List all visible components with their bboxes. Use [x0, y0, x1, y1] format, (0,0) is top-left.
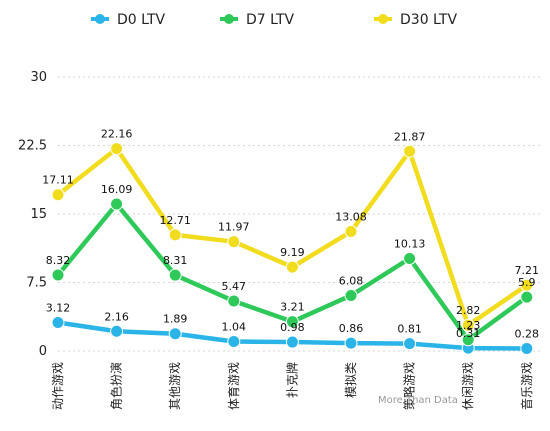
- data-point: [520, 341, 534, 355]
- data-point: [110, 142, 124, 156]
- x-axis-categories: 动作游戏 角色扮演 其他游戏 体育游戏 扑克牌 模拟类 策略游戏 休闲游戏 音乐游戏: [51, 362, 534, 410]
- data-label: 1.04: [222, 321, 247, 334]
- watermark-text: More Than Data: [378, 395, 458, 406]
- data-point: [344, 225, 358, 239]
- data-label: 13.08: [335, 211, 367, 224]
- data-point: [51, 188, 65, 202]
- watermark: More Than Data: [378, 395, 458, 406]
- data-point: [520, 278, 534, 292]
- legend-label: D30 LTV: [400, 12, 457, 28]
- data-label: 12.71: [159, 214, 191, 227]
- y-tick-label: 15: [30, 207, 47, 222]
- data-label: 1.89: [163, 313, 188, 326]
- legend-marker: [224, 14, 234, 24]
- x-category-label: 策略游戏: [402, 362, 417, 410]
- data-point: [168, 327, 182, 341]
- data-point: [344, 288, 358, 302]
- data-point: [285, 315, 299, 329]
- data-label: 0.28: [515, 327, 540, 340]
- data-label: 7.21: [515, 264, 540, 277]
- data-label: 11.97: [218, 221, 250, 234]
- data-label: 2.16: [104, 310, 129, 323]
- data-point: [227, 294, 241, 308]
- y-tick-label: 22.5: [18, 139, 47, 154]
- data-point: [403, 251, 417, 265]
- data-label: 0.31: [456, 327, 481, 340]
- data-label: 10.13: [394, 237, 426, 250]
- legend-marker: [378, 14, 388, 24]
- data-labels: 3.12 2.16 1.89 1.04 0.98 0.86 0.81 0.31 0.28 8.32…: [42, 128, 539, 341]
- x-category-label: 模拟类: [344, 362, 358, 398]
- data-label: 2.82: [456, 304, 481, 317]
- y-axis-ticks: 0 7.5 15 22.5 30: [18, 70, 47, 359]
- data-point: [168, 228, 182, 242]
- data-label: 9.19: [280, 246, 305, 259]
- data-label: 8.32: [46, 254, 71, 267]
- data-point: [461, 318, 475, 332]
- y-tick-label: 30: [30, 70, 47, 85]
- data-label: 16.09: [101, 183, 133, 196]
- data-label: 22.16: [101, 128, 133, 141]
- data-point: [51, 268, 65, 282]
- legend-marker: [95, 14, 105, 24]
- legend: D0 LTV D7 LTV D30 LTV: [91, 12, 457, 28]
- data-label: 1.23: [456, 319, 481, 332]
- series-line: [55, 146, 530, 328]
- series-lines: [51, 142, 534, 355]
- x-category-label: 体育游戏: [226, 362, 241, 410]
- data-label: 0.86: [339, 322, 364, 335]
- x-category-label: 动作游戏: [51, 362, 65, 410]
- grid: [58, 76, 540, 352]
- data-label: 21.87: [394, 130, 426, 143]
- data-point: [520, 290, 534, 304]
- data-point: [227, 235, 241, 249]
- data-point: [168, 268, 182, 282]
- x-category-label: 角色扮演: [109, 362, 124, 410]
- data-point: [51, 316, 65, 330]
- y-tick-label: 0: [39, 344, 47, 359]
- data-point: [227, 335, 241, 349]
- data-point: [285, 260, 299, 274]
- data-point: [285, 335, 299, 349]
- data-label: 17.11: [42, 174, 74, 187]
- data-label: 0.81: [397, 323, 422, 336]
- data-point: [344, 336, 358, 350]
- data-label: 8.31: [163, 254, 188, 267]
- data-point: [461, 333, 475, 347]
- data-point: [110, 197, 124, 211]
- data-point: [403, 144, 417, 158]
- data-label: 6.08: [339, 274, 364, 287]
- x-category-label: 休闲游戏: [461, 362, 475, 410]
- x-category-label: 其他游戏: [168, 362, 182, 410]
- y-tick-label: 7.5: [26, 276, 47, 291]
- data-point: [110, 324, 124, 338]
- data-point: [403, 337, 417, 351]
- x-category-label: 音乐游戏: [519, 362, 534, 410]
- data-label: 3.21: [280, 301, 305, 314]
- data-label: 5.47: [222, 280, 247, 293]
- data-label: 3.12: [46, 302, 71, 315]
- legend-label: D7 LTV: [246, 12, 295, 28]
- legend-label: D0 LTV: [117, 12, 166, 28]
- data-label: 0.98: [280, 321, 305, 334]
- x-category-label: 扑克牌: [285, 362, 299, 398]
- data-label: 5.9: [518, 276, 536, 289]
